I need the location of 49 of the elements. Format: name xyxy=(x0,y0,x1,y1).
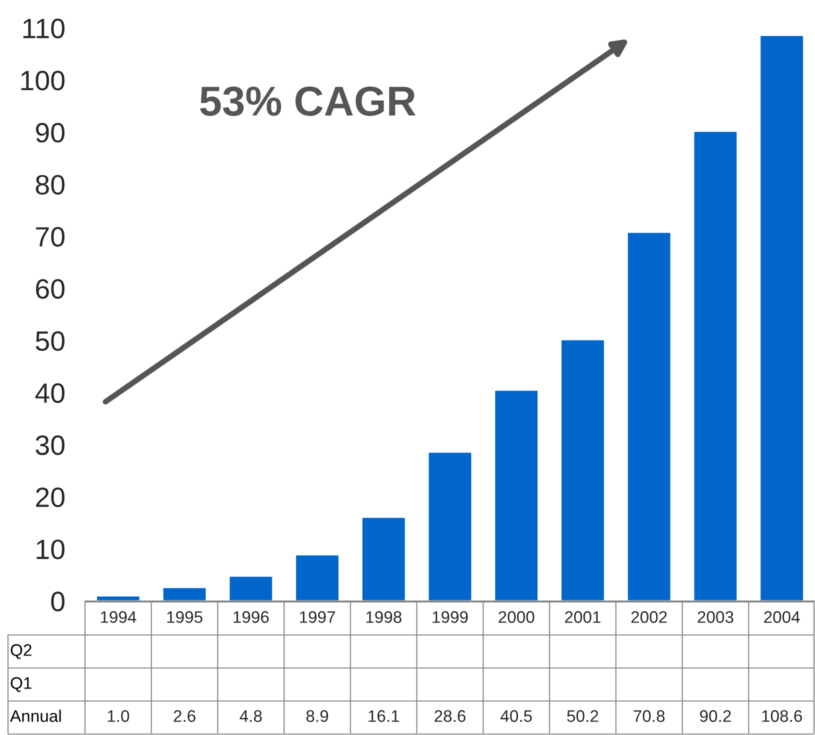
bar xyxy=(626,232,672,601)
bar xyxy=(759,34,804,601)
data-label: 90.2 xyxy=(700,710,731,722)
data-label: 108.6 xyxy=(762,710,802,722)
bar xyxy=(162,586,208,601)
data-label: 2.6 xyxy=(174,710,196,722)
data-label: 50.2 xyxy=(567,710,598,722)
data-label: 1.0 xyxy=(108,710,130,722)
x-tick-label: 1997 xyxy=(300,611,335,623)
bar xyxy=(692,130,738,601)
data-label: 4.8 xyxy=(240,710,262,722)
x-tick-label: 2002 xyxy=(631,611,667,623)
y-tick-label: 0 xyxy=(51,592,64,612)
x-tick-label: 2000 xyxy=(498,611,534,623)
annotation: 53% CAGR xyxy=(200,86,416,116)
x-tick-label: 2004 xyxy=(764,611,800,623)
y-tick-label: 80 xyxy=(36,174,64,195)
y-tick-label: 20 xyxy=(36,487,64,508)
y-tick-label: 100 xyxy=(21,70,64,90)
y-tick-label: 60 xyxy=(36,279,64,299)
y-tick-label: 50 xyxy=(36,331,64,351)
bar xyxy=(96,595,141,601)
x-tick-label: 1995 xyxy=(167,611,202,623)
bar xyxy=(228,575,274,601)
bar xyxy=(560,338,606,601)
bar xyxy=(361,516,406,601)
x-tick-label: 2003 xyxy=(698,611,734,623)
x-tick-label: 1998 xyxy=(366,611,402,623)
y-tick-label: 110 xyxy=(23,18,64,38)
y-tick-label: 90 xyxy=(36,122,64,143)
y-tick-label: 40 xyxy=(35,383,64,403)
x-tick-label: 2001 xyxy=(565,611,600,623)
data-label: 40.5 xyxy=(500,710,532,722)
x-tick-label: 1994 xyxy=(100,611,136,623)
text: Annual xyxy=(10,710,61,722)
data-label: 28.6 xyxy=(434,710,466,722)
text: Q2 xyxy=(10,644,32,659)
x-tick-label: 1999 xyxy=(432,611,468,623)
data-label: 16.1 xyxy=(368,710,400,722)
bar xyxy=(494,389,539,601)
bar xyxy=(294,554,340,601)
y-tick-label: 30 xyxy=(36,435,64,456)
data-label: 8.9 xyxy=(306,710,328,722)
text: Q1 xyxy=(10,677,32,692)
bar xyxy=(427,451,473,601)
data-label: 70.8 xyxy=(634,710,665,722)
y-tick-label: 70 xyxy=(36,227,64,247)
x-tick-label: 1996 xyxy=(234,611,269,623)
y-tick-label: 10 xyxy=(36,540,64,560)
